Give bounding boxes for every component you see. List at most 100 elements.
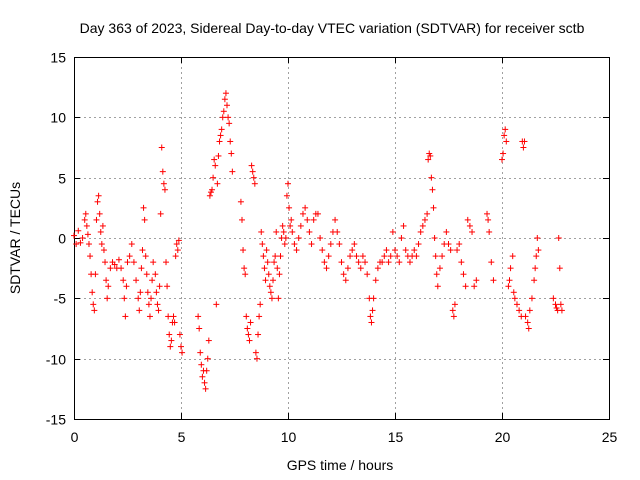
data-point <box>163 259 170 266</box>
data-point <box>353 253 360 260</box>
data-point <box>522 313 529 320</box>
data-point <box>516 307 523 314</box>
data-point <box>130 259 137 266</box>
data-point <box>248 162 255 169</box>
data-point <box>175 237 182 244</box>
data-point <box>308 241 315 248</box>
axis-ticks <box>74 57 610 420</box>
data-point <box>176 331 183 338</box>
data-point <box>531 277 538 284</box>
data-point <box>427 152 434 159</box>
data-point <box>256 313 263 320</box>
data-point <box>105 283 112 290</box>
data-point <box>368 319 375 326</box>
data-point <box>340 271 347 278</box>
data-point <box>97 228 104 235</box>
data-point <box>359 253 366 260</box>
data-point <box>521 138 528 145</box>
data-point <box>406 259 413 266</box>
data-point <box>244 325 251 332</box>
data-point <box>321 259 328 266</box>
data-point <box>485 216 492 223</box>
data-point <box>434 283 441 290</box>
data-point <box>213 301 220 308</box>
data-point <box>96 210 103 217</box>
data-point <box>118 265 125 272</box>
data-point <box>306 228 313 235</box>
data-point <box>556 265 563 272</box>
data-point <box>533 253 540 260</box>
data-point <box>73 241 80 248</box>
data-point <box>528 295 535 302</box>
data-point <box>464 216 471 223</box>
data-point <box>224 102 231 109</box>
data-point <box>137 289 144 296</box>
data-point <box>139 247 146 254</box>
data-point <box>135 295 142 302</box>
data-point <box>295 235 302 241</box>
data-point <box>424 210 431 217</box>
data-point <box>289 228 296 235</box>
data-point <box>430 204 437 211</box>
data-point <box>552 301 559 308</box>
data-point <box>93 216 100 223</box>
x-tick-labels: 0 5 10 15 20 25 <box>71 429 618 445</box>
data-point <box>255 331 262 338</box>
data-point <box>89 289 96 296</box>
data-point <box>95 192 102 199</box>
y-tick-label: -5 <box>54 291 67 307</box>
x-tick-label: 0 <box>71 429 79 445</box>
data-point <box>103 277 110 284</box>
data-point <box>204 355 211 362</box>
data-point <box>100 247 107 254</box>
data-point <box>83 222 90 229</box>
data-point <box>297 222 304 229</box>
data-point <box>214 180 221 187</box>
data-point <box>500 150 507 157</box>
data-point <box>402 247 409 254</box>
data-point <box>140 204 147 211</box>
data-point <box>209 186 216 193</box>
y-tick-label: 15 <box>50 50 66 66</box>
data-point <box>275 295 282 302</box>
data-point <box>172 253 179 260</box>
data-point <box>466 222 473 229</box>
data-point <box>99 222 106 229</box>
data-point <box>280 228 287 235</box>
x-tick-label: 5 <box>178 429 186 445</box>
data-point <box>155 307 162 314</box>
data-point <box>507 265 514 272</box>
data-point <box>148 295 155 302</box>
data-point <box>203 367 210 374</box>
data-point <box>81 216 88 223</box>
data-point <box>293 247 300 254</box>
data-point <box>276 271 283 278</box>
data-point <box>79 235 86 241</box>
data-point <box>77 239 84 246</box>
y-axis-label: SDTVAR / TECUs <box>7 182 23 294</box>
data-point <box>469 228 476 235</box>
data-point <box>126 253 133 260</box>
data-point <box>171 319 178 326</box>
data-point <box>167 343 174 350</box>
data-point <box>161 186 168 193</box>
data-point <box>431 235 438 241</box>
data-point <box>152 271 159 278</box>
data-point <box>241 265 248 272</box>
data-point <box>142 253 149 260</box>
data-point <box>220 108 227 115</box>
data-point <box>383 247 390 254</box>
data-point <box>451 301 458 308</box>
data-point <box>265 271 272 278</box>
data-point <box>349 247 356 254</box>
data-point <box>456 241 463 248</box>
data-point <box>413 253 420 260</box>
data-point <box>229 168 236 175</box>
data-point <box>323 265 330 272</box>
data-point <box>249 168 256 175</box>
data-point <box>228 150 235 157</box>
data-point <box>75 227 82 234</box>
data-point <box>379 259 386 266</box>
data-point <box>429 186 436 193</box>
